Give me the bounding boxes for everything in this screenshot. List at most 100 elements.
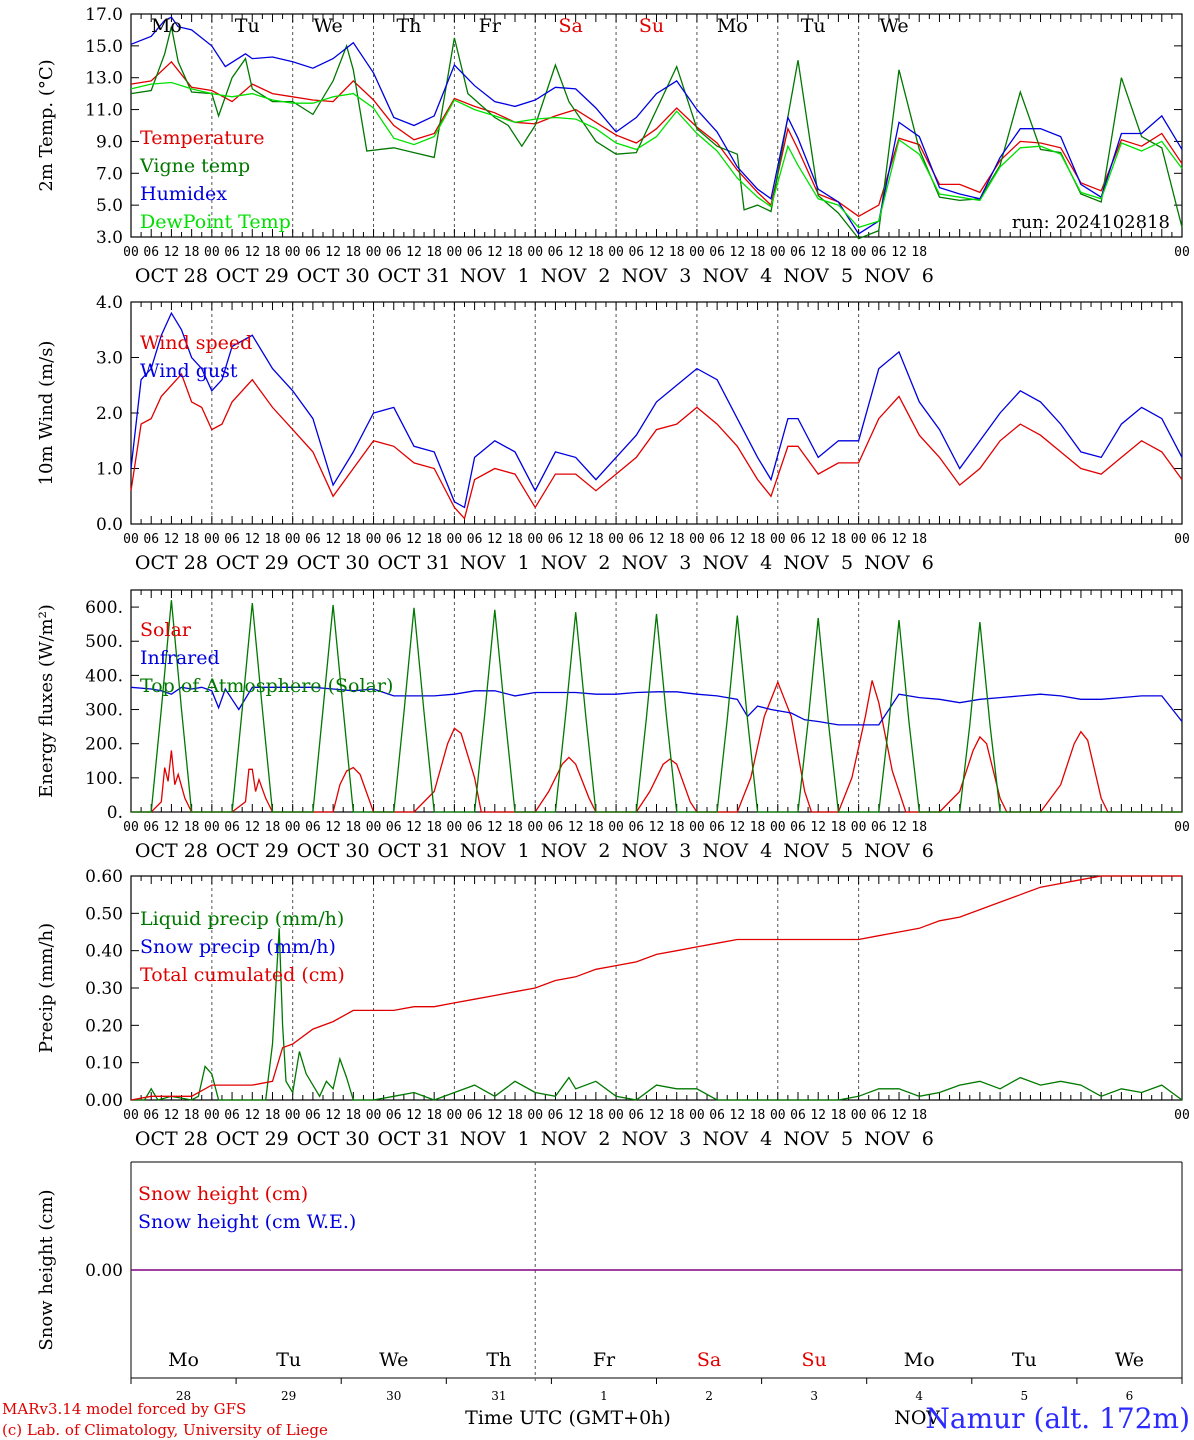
date-label: NOV 2 — [541, 265, 611, 287]
hour-label: 12 — [810, 245, 826, 260]
legend-entry: DewPoint Temp — [140, 211, 291, 233]
legend-entry: Solar — [140, 619, 192, 641]
hour-label: 06 — [871, 1108, 887, 1123]
hour-label: 18 — [669, 820, 685, 835]
date-label: NOV 1 — [460, 552, 530, 574]
hour-label: 00 — [285, 1108, 301, 1123]
hour-label: 06 — [548, 820, 564, 835]
hour-label: 18 — [426, 245, 442, 260]
hour-label: 06 — [790, 820, 806, 835]
day-number: 1 — [600, 1389, 608, 1403]
hour-label: 00 — [123, 820, 139, 835]
weekday-label: Th — [397, 15, 422, 37]
weekday-label: Tu — [235, 15, 260, 37]
weekday-label: We — [1115, 1349, 1144, 1371]
series-line-dewpoint-temp — [130, 81, 1183, 229]
date-label: NOV 5 — [783, 840, 853, 862]
hour-label: 06 — [224, 820, 240, 835]
hour-label: 18 — [588, 1108, 604, 1123]
hour-label: 06 — [790, 1108, 806, 1123]
hour-label: 12 — [164, 820, 180, 835]
hour-label: 00 — [608, 532, 624, 547]
hour-label: 12 — [810, 532, 826, 547]
hour-label: 06 — [467, 532, 483, 547]
hour-label: 00 — [689, 820, 705, 835]
hour-label: 06 — [709, 245, 725, 260]
y-tick-label: 13.0 — [85, 69, 123, 89]
y-tick-label: 500. — [85, 632, 123, 652]
hour-label: 18 — [184, 820, 200, 835]
hour-label: 06 — [467, 1108, 483, 1123]
hour-label: 18 — [184, 245, 200, 260]
date-label: NOV 2 — [541, 552, 611, 574]
legend-entry: Wind speed — [140, 332, 252, 354]
weekday-label: Tu — [1012, 1349, 1037, 1371]
hour-label: 00 — [770, 1108, 786, 1123]
day-number: 31 — [491, 1389, 506, 1403]
hour-label: 18 — [507, 820, 523, 835]
weekday-label: Mo — [717, 15, 748, 37]
hour-label: 18 — [831, 245, 847, 260]
hour-label: 06 — [143, 820, 159, 835]
legend-entry: Wind gust — [140, 360, 238, 382]
hour-label: 00 — [285, 245, 301, 260]
series-line-wind-speed — [130, 372, 1183, 520]
date-label: NOV 4 — [702, 1128, 772, 1150]
hour-label: 18 — [507, 245, 523, 260]
hour-label: 06 — [224, 1108, 240, 1123]
hour-label: 12 — [164, 532, 180, 547]
date-label: NOV 5 — [783, 265, 853, 287]
hour-label: 06 — [628, 1108, 644, 1123]
hour-label: 12 — [487, 1108, 503, 1123]
date-label: NOV 2 — [541, 840, 611, 862]
y-tick-label: 100. — [85, 769, 123, 789]
hour-label: 00 — [527, 245, 543, 260]
hour-label: 06 — [628, 820, 644, 835]
hour-label: 18 — [831, 820, 847, 835]
hour-label: 06 — [386, 245, 402, 260]
hour-label: 06 — [790, 532, 806, 547]
hour-label: 06 — [143, 245, 159, 260]
y-tick-label: 0.00 — [85, 1261, 123, 1281]
hour-label: 00 — [527, 532, 543, 547]
hour-label: 06 — [305, 1108, 321, 1123]
y-tick-label: 3.0 — [96, 349, 123, 369]
hour-label: 18 — [911, 820, 927, 835]
hour-label: 18 — [426, 532, 442, 547]
hour-label: 06 — [790, 245, 806, 260]
hour-label: 00 — [770, 532, 786, 547]
date-label: NOV 3 — [622, 840, 692, 862]
hour-label: 06 — [871, 245, 887, 260]
hour-label: 18 — [426, 1108, 442, 1123]
hour-label: 06 — [386, 532, 402, 547]
hour-label: 06 — [305, 245, 321, 260]
hour-label: 12 — [649, 1108, 665, 1123]
hour-label: 12 — [891, 245, 907, 260]
y-tick-label: 11.0 — [85, 101, 123, 121]
legend-entry: Vigne temp — [139, 155, 250, 177]
run-label: run: 2024102818 — [1012, 212, 1170, 233]
hour-label: 06 — [467, 245, 483, 260]
y-tick-label: 0. — [107, 803, 123, 823]
plot-frame — [130, 301, 1183, 525]
day-number: 6 — [1126, 1389, 1134, 1403]
hour-label: 12 — [649, 820, 665, 835]
hour-label: 00 — [689, 1108, 705, 1123]
hour-label: 00 — [366, 820, 382, 835]
series-line-total-cumulated-cm- — [130, 875, 1182, 1101]
hour-label: 12 — [406, 245, 422, 260]
date-label: NOV 3 — [622, 1128, 692, 1150]
hour-label: 06 — [548, 1108, 564, 1123]
hour-label: 18 — [507, 532, 523, 547]
hour-label: 12 — [649, 245, 665, 260]
series-line-wind-gust — [130, 311, 1183, 509]
hour-label: 00 — [366, 532, 382, 547]
hour-label: 06 — [224, 532, 240, 547]
day-number: 30 — [386, 1389, 401, 1403]
hour-label: 00 — [123, 1108, 139, 1123]
weekday-label: We — [879, 15, 908, 37]
day-number: 28 — [176, 1389, 191, 1403]
hour-label: 00 — [527, 1108, 543, 1123]
date-label: OCT 29 — [216, 1128, 289, 1150]
y-tick-label: 5.0 — [96, 196, 123, 216]
